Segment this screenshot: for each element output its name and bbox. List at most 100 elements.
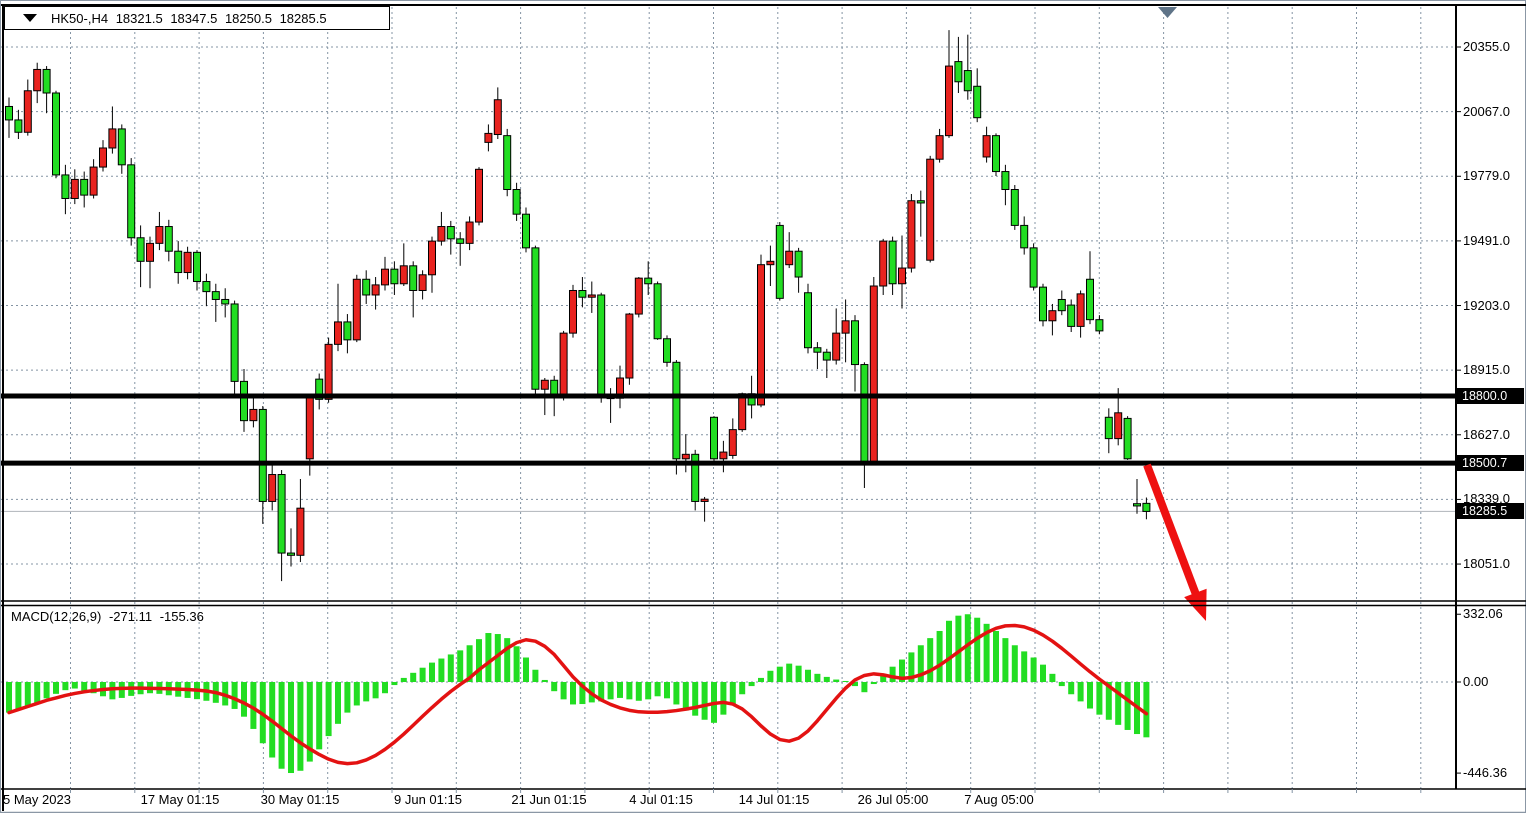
macd-histogram-bar [541,679,548,682]
candle-body [926,158,935,261]
candle-body [973,85,982,119]
price-axis-label: 20355.0 [1463,39,1510,54]
macd-histogram-bar [24,682,31,707]
candle-body [221,298,230,305]
candle-body [813,347,822,353]
level-price-badge: 18800.0 [1457,387,1524,404]
candle-body [804,292,812,349]
macd-histogram-bar [1021,651,1028,682]
candle-body [155,226,164,244]
candle-body [362,278,371,296]
macd-histogram-bar [983,623,990,682]
macd-histogram-bar [692,682,699,716]
candle-body [644,277,653,285]
candle-body [710,416,718,460]
candle-body [935,135,944,160]
macd-histogram-bar [523,657,529,682]
macd-histogram-bar [476,639,482,682]
macd-histogram-bar [795,665,802,682]
candle-body [1048,310,1057,322]
candle-body [70,178,79,199]
time-axis-label: 7 Aug 05:00 [964,792,1034,807]
candle-body [832,332,841,361]
candle-body [1001,171,1010,191]
macd-histogram-bar [419,667,426,682]
macd-histogram-bar [438,658,445,682]
macd-histogram-bar [410,672,417,682]
candle-body [1086,278,1094,321]
candle-body [653,283,662,340]
candle-body [174,250,183,274]
ohlc-header: HK50-,H4 18321.5 18347.5 18250.5 18285.5 [4,6,390,30]
macd-histogram-bar [805,669,811,682]
macd-axis-label: 0.00 [1463,674,1489,689]
macd-histogram-bar [729,682,736,705]
candle-body [700,498,709,502]
level-price-badge: 18500.7 [1457,455,1524,472]
low-value: 18250.5 [224,10,272,26]
price-axis-label: 19203.0 [1463,297,1510,313]
time-axis-label: 30 May 01:15 [260,792,340,807]
candle-body [117,128,126,166]
ohlc-header-text: HK50-,H4 18321.5 18347.5 18250.5 18285.5 [51,11,331,26]
candle-body [183,251,192,274]
macd-histogram-bar [532,669,539,682]
candle-body [108,128,117,149]
candle-body [315,378,324,400]
candle-body [663,338,671,363]
macd-histogram-bar [62,682,69,691]
candle-body [569,289,577,334]
candle-body [681,453,690,460]
candle-body [277,474,286,554]
one-click-trading-collapse-icon[interactable] [23,14,37,22]
candle-body [465,221,474,244]
candle-body [578,289,587,298]
candle-body [23,90,32,133]
candle-body [503,135,512,191]
candle-body [775,224,784,299]
macd-histogram-bar [814,673,821,682]
macd-histogram-bar [823,676,830,682]
candle-body [1142,502,1151,512]
candle-body [916,200,925,204]
candle-body [99,147,107,168]
candle-body [127,164,136,239]
candle-body [80,178,89,196]
candle-body [992,135,1000,173]
candle-body [42,68,51,94]
macd-histogram-bar [391,682,398,686]
macd-histogram-bar [908,652,915,682]
candle-body [61,174,70,199]
time-axis-label: 9 Jun 01:15 [394,792,462,807]
macd-histogram-bar [1040,664,1046,682]
candle-body [89,166,98,196]
candle-body [1133,503,1141,507]
candle-body [907,200,916,269]
candle-body [399,265,408,285]
time-axis-label: 17 May 01:15 [140,792,220,807]
macd-histogram-bar [1030,657,1037,682]
macd-histogram-bar [645,682,652,700]
candle-body [898,267,906,285]
trend-arrow-shaft[interactable] [1143,463,1202,600]
macd-histogram-bar [927,638,934,682]
candle-body [381,268,389,286]
candle-body [719,451,728,460]
chart-shift-marker-icon[interactable] [1158,7,1177,18]
price-axis-label: 19491.0 [1463,232,1510,248]
macd-histogram-bar [767,670,774,682]
candle-body [1039,286,1047,322]
candle-body [390,268,399,285]
macd-histogram-bar [513,646,520,682]
macd-histogram-bar [306,682,313,762]
candle-body [493,99,502,136]
candle-body [446,226,455,240]
macd-histogram-bar [278,682,285,769]
candle-body [343,321,352,341]
candle-body [1114,412,1123,440]
candle-body [822,351,831,361]
candle-body [841,320,850,334]
macd-histogram-bar [494,634,501,682]
macd-histogram-bar [664,682,670,699]
